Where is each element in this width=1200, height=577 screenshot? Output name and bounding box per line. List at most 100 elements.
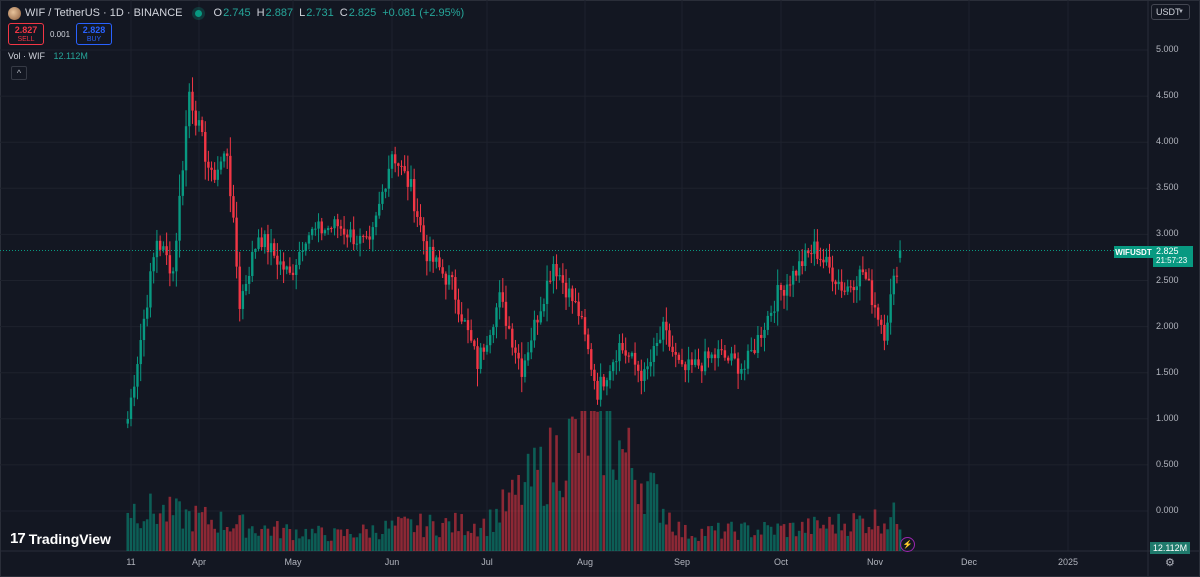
candle-body <box>473 340 476 347</box>
candle <box>235 201 238 279</box>
volume-bar <box>191 531 194 551</box>
sell-label: SELL <box>17 35 35 43</box>
candle-body <box>457 299 460 315</box>
candle-body <box>463 320 467 322</box>
candle-body <box>886 322 889 341</box>
volume-bar <box>168 496 172 551</box>
volume-bar <box>661 508 665 551</box>
volume-legend[interactable]: Vol · WIF 12.112M <box>8 51 88 61</box>
volume-bar <box>586 455 590 551</box>
symbol-header: WIF / TetherUS · 1D · BINANCE O 2.745 H … <box>8 5 470 21</box>
candle <box>204 121 207 180</box>
candle-body <box>210 167 213 170</box>
candle-body <box>514 347 517 353</box>
candle <box>680 348 684 367</box>
volume-bar <box>693 537 697 551</box>
candle-body <box>530 340 533 353</box>
candle <box>707 347 710 368</box>
volume-bar <box>529 486 533 551</box>
candle <box>260 227 263 251</box>
candle-body <box>571 288 574 302</box>
volume-bar <box>555 435 558 551</box>
candle-body <box>828 256 831 268</box>
candle <box>428 236 432 272</box>
candle <box>593 363 596 390</box>
candle-body <box>652 346 656 362</box>
volume-bar <box>339 529 343 551</box>
volume-bar <box>488 509 492 551</box>
candle-body <box>149 271 152 308</box>
candle <box>171 267 175 282</box>
candle-body <box>207 161 210 168</box>
candle <box>713 348 717 371</box>
sell-button[interactable]: 2.827 SELL <box>8 23 44 45</box>
candle-body <box>674 352 677 355</box>
candle-body <box>469 330 473 341</box>
high-label: H <box>256 7 265 19</box>
volume-bar <box>769 526 773 551</box>
candle <box>867 268 871 281</box>
volume-bar <box>342 536 346 551</box>
volume-bar <box>636 504 640 551</box>
candle-body <box>378 203 381 216</box>
volume-bar <box>517 475 520 551</box>
candle <box>834 279 837 295</box>
candle <box>136 356 139 400</box>
candle <box>825 248 828 266</box>
candle <box>831 255 834 292</box>
candle-body <box>492 327 495 336</box>
volume-bar <box>788 522 792 551</box>
candle-body <box>504 301 508 326</box>
candle <box>492 324 495 344</box>
candle-body <box>791 270 795 285</box>
volume-bar <box>482 518 486 551</box>
candle <box>393 146 397 173</box>
x-tick-label: Nov <box>866 557 884 567</box>
volume-bar <box>222 529 226 551</box>
candle <box>520 342 523 393</box>
volume-bar <box>889 517 892 551</box>
volume-bar <box>355 537 359 551</box>
candle-body <box>602 376 605 387</box>
candle-body <box>460 314 463 322</box>
candle-body <box>864 272 868 279</box>
currency-selector[interactable]: USDT ▼ <box>1151 4 1190 20</box>
volume-bar <box>782 524 786 551</box>
volume-bar <box>158 513 162 551</box>
y-tick-label: 2.000 <box>1156 320 1179 331</box>
volume-bar <box>310 528 314 551</box>
volume-bar <box>175 498 178 551</box>
candle-body <box>710 354 713 359</box>
candle <box>605 377 609 396</box>
candle <box>668 323 671 351</box>
low-value: 2.731 <box>306 7 334 19</box>
volume-bar <box>495 508 498 551</box>
buy-button[interactable]: 2.828 BUY <box>76 23 113 45</box>
gear-icon[interactable]: ⚙ <box>1165 557 1175 569</box>
volume-bar <box>333 528 336 551</box>
volume-bar <box>828 516 831 551</box>
candle-body <box>188 91 191 127</box>
symbol-title[interactable]: WIF / TetherUS · 1D · BINANCE <box>25 7 183 19</box>
volume-bar <box>469 532 473 551</box>
candle-body <box>181 170 185 196</box>
candle-body <box>898 250 902 258</box>
candle <box>142 309 146 357</box>
candle-body <box>435 257 438 262</box>
candle-body <box>288 266 292 273</box>
candle <box>886 315 889 345</box>
candle <box>889 278 892 335</box>
candle-body <box>773 311 776 313</box>
candle <box>181 160 185 206</box>
candle <box>371 221 375 252</box>
collapse-legend-icon[interactable]: ^ <box>11 66 27 80</box>
volume-bar <box>630 468 634 551</box>
candle-body <box>266 234 270 253</box>
volume-bar <box>710 525 713 551</box>
lightning-icon[interactable]: ⚡ <box>900 537 915 552</box>
volume-bar <box>235 524 238 551</box>
tradingview-logo[interactable]: 17 TradingView <box>10 530 111 547</box>
candle <box>674 342 677 368</box>
candle <box>843 282 846 296</box>
